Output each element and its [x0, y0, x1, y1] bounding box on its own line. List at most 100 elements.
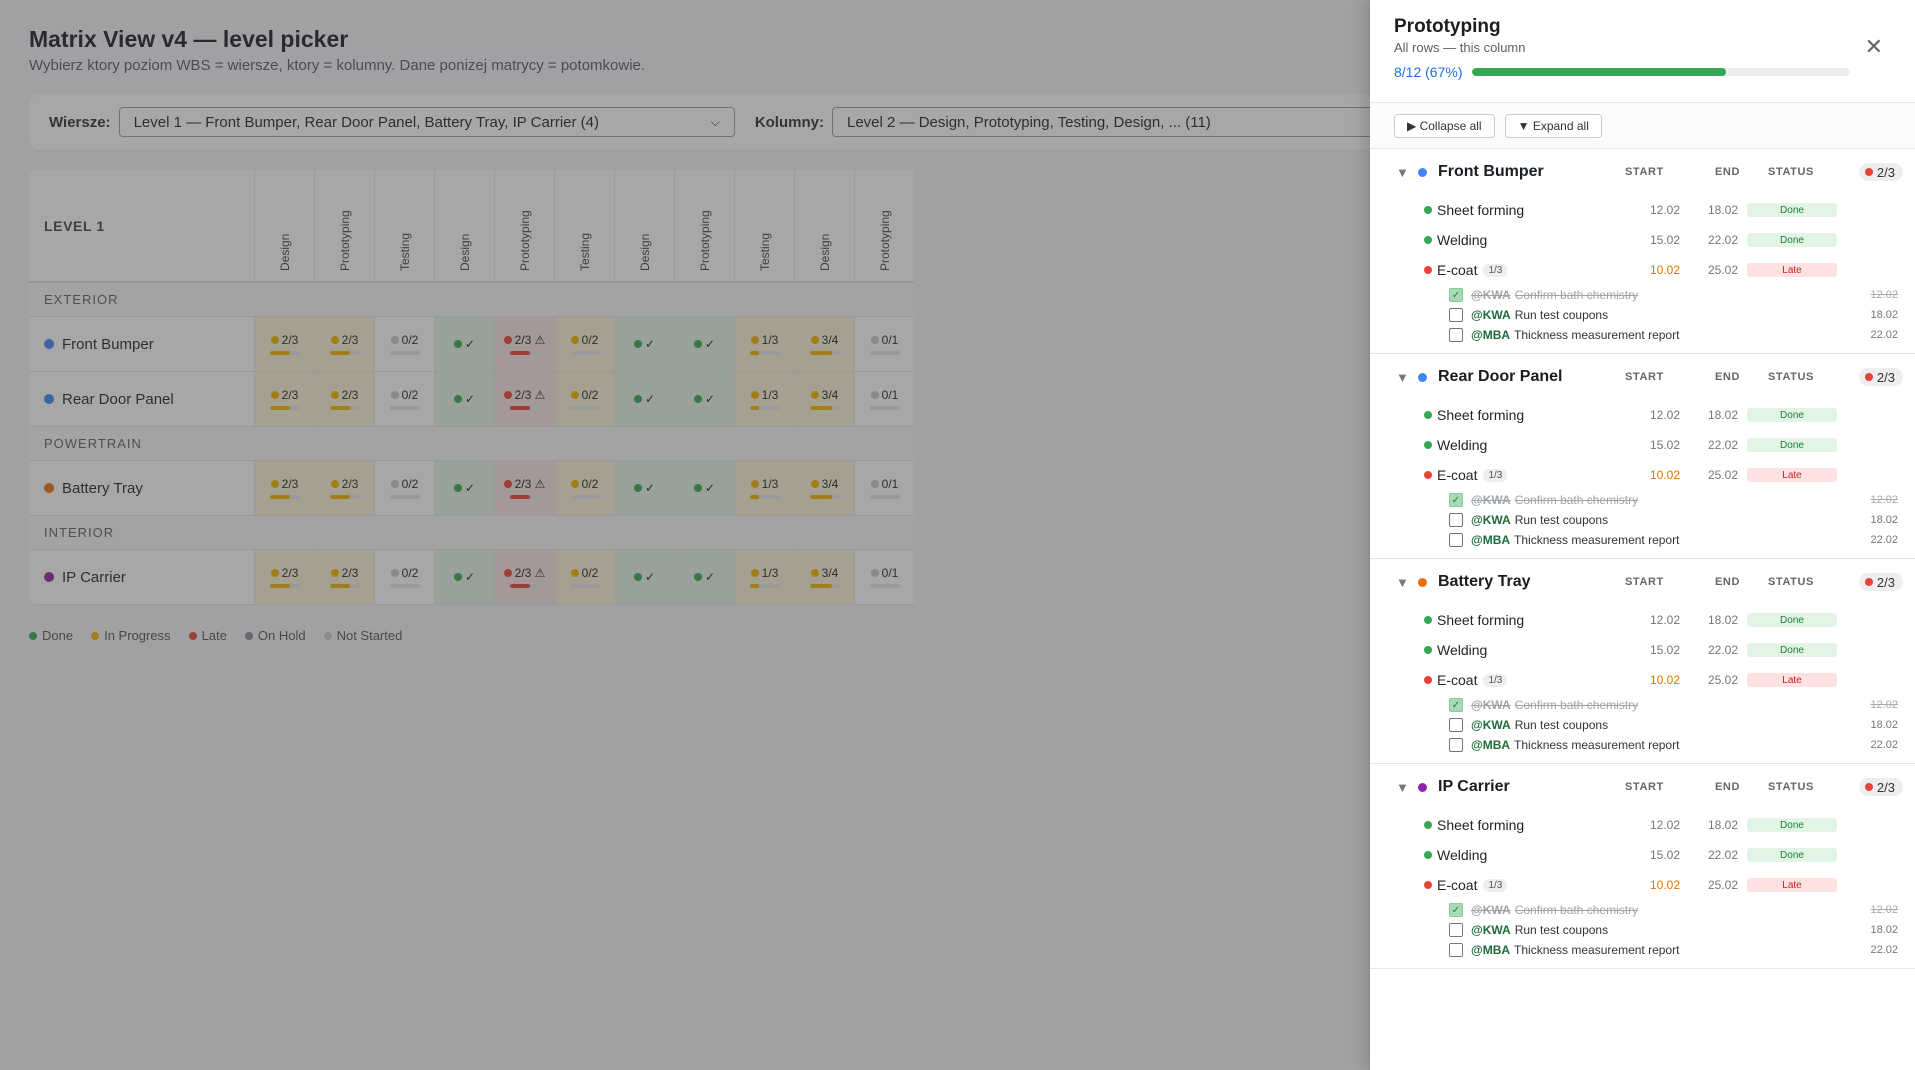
cell-status: 0/1: [870, 333, 898, 347]
caret-down-icon[interactable]: ▼: [1396, 164, 1409, 180]
matrix-cell[interactable]: 0/2: [374, 317, 434, 371]
matrix-cell[interactable]: ✓: [674, 461, 734, 515]
matrix-cell[interactable]: 2/3 ⚠: [494, 550, 554, 604]
task-row[interactable]: E-coat 1/3 10.02 25.02 Late: [1370, 665, 1915, 695]
matrix-cell[interactable]: ✓: [614, 372, 674, 426]
matrix-cell[interactable]: 2/3: [254, 550, 314, 604]
matrix-cell[interactable]: 1/3: [734, 461, 794, 515]
section-header[interactable]: ▼ IP Carrier START END STATUS 2/3: [1370, 764, 1915, 810]
task-row[interactable]: Welding 15.02 22.02 Done: [1370, 635, 1915, 665]
checkbox[interactable]: ✓: [1449, 698, 1463, 712]
matrix-cell[interactable]: 2/3: [254, 461, 314, 515]
column-header[interactable]: Design: [614, 170, 674, 281]
section-header[interactable]: ▼ Rear Door Panel START END STATUS 2/3: [1370, 354, 1915, 400]
cell-status: 3/4: [810, 477, 838, 491]
matrix-cell[interactable]: ✓: [434, 461, 494, 515]
column-header[interactable]: Testing: [734, 170, 794, 281]
matrix-cell[interactable]: 1/3: [734, 317, 794, 371]
checkbox[interactable]: [1449, 738, 1463, 752]
matrix-cell[interactable]: 2/3: [314, 317, 374, 371]
matrix-cell[interactable]: 3/4: [794, 372, 854, 426]
task-row[interactable]: Welding 15.02 22.02 Done: [1370, 430, 1915, 460]
matrix-cell[interactable]: 0/1: [854, 317, 914, 371]
matrix-cell[interactable]: 0/2: [554, 550, 614, 604]
row-name[interactable]: Front Bumper: [29, 317, 254, 371]
matrix-cell[interactable]: 2/3: [254, 317, 314, 371]
row-color-dot: [44, 572, 54, 582]
column-header[interactable]: Prototyping: [674, 170, 734, 281]
matrix-cell[interactable]: 2/3: [254, 372, 314, 426]
caret-down-icon[interactable]: ▼: [1396, 369, 1409, 385]
matrix-cell[interactable]: 3/4: [794, 461, 854, 515]
section-header[interactable]: ▼ Battery Tray START END STATUS 2/3: [1370, 559, 1915, 605]
checkbox[interactable]: [1449, 513, 1463, 527]
matrix-cell[interactable]: 3/4: [794, 550, 854, 604]
matrix-cell[interactable]: 2/3 ⚠: [494, 461, 554, 515]
column-header[interactable]: Prototyping: [494, 170, 554, 281]
matrix-cell[interactable]: ✓: [434, 550, 494, 604]
column-header[interactable]: Testing: [374, 170, 434, 281]
column-header[interactable]: Design: [254, 170, 314, 281]
row-name[interactable]: Rear Door Panel: [29, 372, 254, 426]
matrix-cell[interactable]: ✓: [614, 461, 674, 515]
matrix-cell[interactable]: 2/3: [314, 461, 374, 515]
section-header[interactable]: ▼ Front Bumper START END STATUS 2/3: [1370, 149, 1915, 195]
task-row[interactable]: Sheet forming 12.02 18.02 Done: [1370, 810, 1915, 840]
matrix-cell[interactable]: 0/1: [854, 372, 914, 426]
expand-all-button[interactable]: ▼ Expand all: [1504, 113, 1602, 138]
matrix-cell[interactable]: 0/2: [554, 317, 614, 371]
matrix-cell[interactable]: ✓: [674, 372, 734, 426]
task-row[interactable]: E-coat 1/3 10.02 25.02 Late: [1370, 870, 1915, 900]
checkbox[interactable]: [1449, 943, 1463, 957]
column-header[interactable]: Prototyping: [314, 170, 374, 281]
task-row[interactable]: E-coat 1/3 10.02 25.02 Late: [1370, 255, 1915, 285]
caret-down-icon[interactable]: ▼: [1396, 779, 1409, 795]
matrix-cell[interactable]: 0/2: [554, 461, 614, 515]
checkbox[interactable]: ✓: [1449, 288, 1463, 302]
column-header[interactable]: Design: [794, 170, 854, 281]
matrix-cell[interactable]: 0/2: [554, 372, 614, 426]
checkbox[interactable]: ✓: [1449, 493, 1463, 507]
matrix-cell[interactable]: 0/2: [374, 550, 434, 604]
matrix-cell[interactable]: ✓: [614, 317, 674, 371]
task-row[interactable]: Sheet forming 12.02 18.02 Done: [1370, 195, 1915, 225]
collapse-all-button[interactable]: ▶ Collapse all: [1394, 113, 1495, 138]
matrix-cell[interactable]: 2/3: [314, 372, 374, 426]
matrix-cell[interactable]: ✓: [674, 550, 734, 604]
close-icon[interactable]: ✕: [1864, 34, 1883, 59]
row-name[interactable]: IP Carrier: [29, 550, 254, 604]
cols-level-select[interactable]: Level 2 — Design, Prototyping, Testing, …: [831, 107, 1429, 137]
column-header[interactable]: Testing: [554, 170, 614, 281]
matrix-cell[interactable]: ✓: [614, 550, 674, 604]
checkbox[interactable]: [1449, 533, 1463, 547]
caret-down-icon[interactable]: ▼: [1396, 574, 1409, 590]
matrix-cell[interactable]: 2/3: [314, 550, 374, 604]
matrix-cell[interactable]: ✓: [434, 372, 494, 426]
task-row[interactable]: E-coat 1/3 10.02 25.02 Late: [1370, 460, 1915, 490]
matrix-cell[interactable]: 0/2: [374, 461, 434, 515]
checkbox[interactable]: [1449, 718, 1463, 732]
matrix-cell[interactable]: 1/3: [734, 372, 794, 426]
matrix-cell[interactable]: 2/3 ⚠: [494, 372, 554, 426]
checkbox[interactable]: [1449, 923, 1463, 937]
matrix-cell[interactable]: ✓: [434, 317, 494, 371]
modal-backdrop[interactable]: [0, 0, 1370, 1070]
matrix-cell[interactable]: 0/1: [854, 461, 914, 515]
task-row[interactable]: Sheet forming 12.02 18.02 Done: [1370, 605, 1915, 635]
checkbox[interactable]: [1449, 308, 1463, 322]
matrix-cell[interactable]: 2/3 ⚠: [494, 317, 554, 371]
checkbox[interactable]: [1449, 328, 1463, 342]
row-name[interactable]: Battery Tray: [29, 461, 254, 515]
task-row[interactable]: Welding 15.02 22.02 Done: [1370, 225, 1915, 255]
rows-level-select[interactable]: Level 1 — Front Bumper, Rear Door Panel,…: [118, 107, 735, 137]
task-row[interactable]: Welding 15.02 22.02 Done: [1370, 840, 1915, 870]
matrix-cell[interactable]: 1/3: [734, 550, 794, 604]
column-header[interactable]: Prototyping: [854, 170, 914, 281]
task-row[interactable]: Sheet forming 12.02 18.02 Done: [1370, 400, 1915, 430]
column-header[interactable]: Design: [434, 170, 494, 281]
checkbox[interactable]: ✓: [1449, 903, 1463, 917]
matrix-cell[interactable]: 0/1: [854, 550, 914, 604]
matrix-cell[interactable]: 3/4: [794, 317, 854, 371]
matrix-cell[interactable]: 0/2: [374, 372, 434, 426]
matrix-cell[interactable]: ✓: [674, 317, 734, 371]
